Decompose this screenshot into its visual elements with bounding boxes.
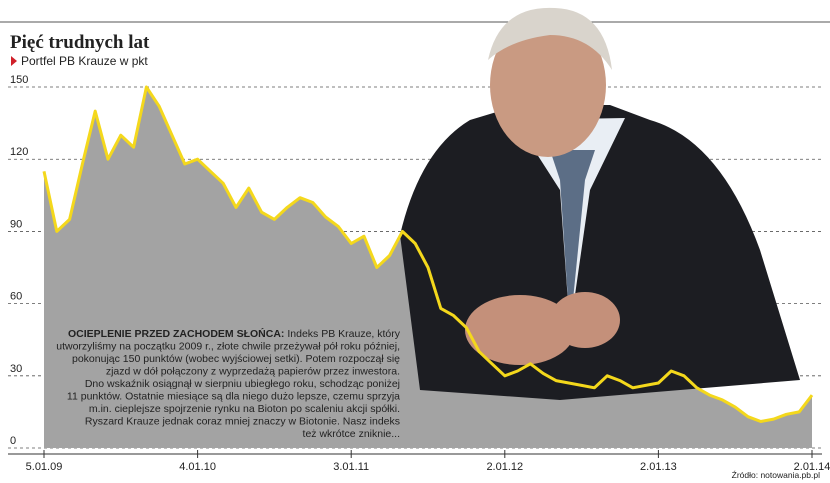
x-tick-label: 2.01.12	[486, 461, 523, 473]
x-tick-label: 4.01.10	[179, 461, 216, 473]
annotation-line: m.in. cieplejsze spojrzenie rynku na Bio…	[89, 403, 400, 415]
x-tick-label: 3.01.11	[333, 461, 369, 473]
photo	[400, 7, 800, 400]
y-tick-label: 30	[10, 363, 22, 375]
annotation-line: też wkrótce zniknie...	[303, 428, 400, 440]
annotation-line: OCIEPLENIE PRZED ZACHODEM SŁOŃCA: Indeks…	[68, 327, 401, 340]
x-tick-label: 2.01.13	[640, 461, 677, 473]
y-tick-label: 0	[10, 435, 16, 447]
annotation-line: Ryszard Krauze jednak coraz mniej znaczy…	[85, 416, 400, 428]
plot-over: 0 30 60 90 120 150 5.01.09 4.01.10 3.01.11 2.01.1…	[8, 74, 830, 473]
y-tick-label: 120	[10, 146, 28, 158]
annotation-line: Dno wskaźnik osiągnął w sierpniu ubiegłe…	[85, 378, 400, 390]
annotation-line: pokonując 150 punktów (wobec wyjściowej …	[72, 353, 400, 365]
annotation-line: 11 punktów. Ostatnie miesiące są dla nie…	[67, 391, 400, 403]
annotation-line: utworzyliśmy na początku 2009 r., złote …	[56, 341, 400, 353]
source: Źródło: notowania.pb.pl	[732, 470, 820, 480]
annotation-lead: OCIEPLENIE PRZED ZACHODEM SŁOŃCA:	[68, 327, 284, 340]
x-tick-label: 2.01.14	[794, 461, 830, 473]
x-tick-label: 5.01.09	[26, 461, 63, 473]
y-tick-label: 60	[10, 291, 22, 303]
line	[42, 85, 814, 423]
y-tick-label: 90	[10, 218, 22, 230]
chart-subtitle: Portfel PB Krauze w pkt	[21, 54, 148, 68]
chart-title: Pięć trudnych lat	[10, 32, 150, 53]
subtitle-marker	[11, 56, 17, 66]
annotation-line: zjazd w dół połączony z wyprzedażą papie…	[106, 366, 400, 378]
annotation-text: Indeks PB Krauze, który	[287, 328, 400, 340]
y-tick-label: 150	[10, 74, 28, 86]
annotation: OCIEPLENIE PRZED ZACHODEM SŁOŃCA: Indeks…	[56, 327, 400, 440]
